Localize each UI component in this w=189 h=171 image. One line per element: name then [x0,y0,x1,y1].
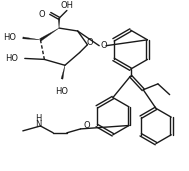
Text: HO: HO [3,33,16,42]
Text: OH: OH [60,2,73,10]
Text: HO: HO [56,87,68,96]
Text: O: O [101,41,107,50]
Text: HO: HO [5,54,18,63]
Polygon shape [61,65,65,79]
Text: O: O [83,121,90,130]
Polygon shape [23,37,40,40]
Text: O: O [86,38,93,47]
Polygon shape [58,18,60,28]
Text: H: H [35,114,42,123]
Polygon shape [40,28,59,41]
Text: N: N [35,120,42,129]
Text: O: O [39,10,45,19]
